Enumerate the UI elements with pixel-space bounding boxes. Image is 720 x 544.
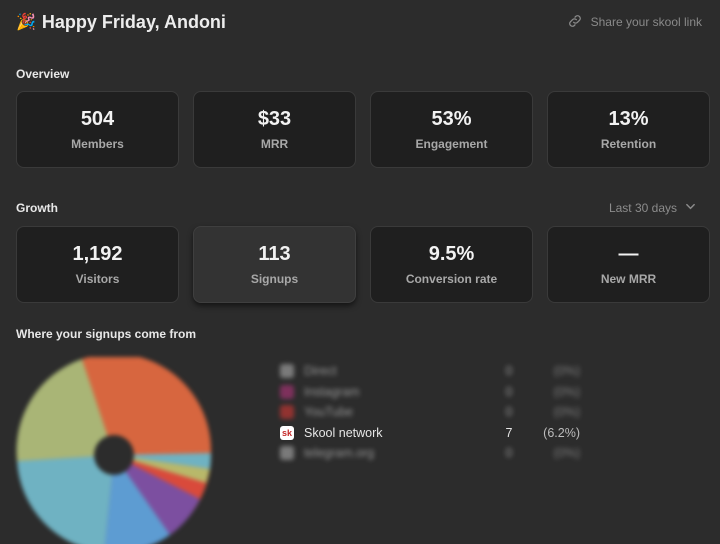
growth-cards: 1,192 Visitors 113 Signups 9.5% Conversi…	[16, 226, 710, 303]
greeting: 🎉 Happy Friday, Andoni	[16, 12, 226, 33]
visitors-card[interactable]: 1,192 Visitors	[16, 226, 179, 303]
visitors-value: 1,192	[72, 243, 123, 265]
source-count: 7	[505, 425, 513, 440]
source-percent: (0%)	[553, 364, 580, 379]
share-link-label: Share your skool link	[590, 15, 702, 29]
source-row-telegram: telegram.org 0 (0%)	[280, 443, 580, 464]
youtube-icon	[280, 405, 294, 420]
signup-sources-legend: Direct 0 (0%) Instagram 0 (0%) YouTube 0…	[280, 361, 580, 464]
pie-hole	[94, 435, 134, 475]
pie-slice	[114, 453, 212, 469]
source-percent: (0%)	[553, 405, 580, 420]
signups-source-title: Where your signups come from	[16, 327, 197, 341]
instagram-icon	[280, 384, 294, 399]
pie-slice	[17, 455, 114, 544]
source-name: Direct	[304, 364, 337, 379]
pie-slice	[114, 455, 210, 483]
signups-card[interactable]: 113 Signups	[193, 226, 356, 303]
source-count: 0	[505, 446, 513, 461]
conversion-rate-value: 9.5%	[428, 243, 475, 265]
conversion-rate-card[interactable]: 9.5% Conversion rate	[370, 226, 533, 303]
members-label: Members	[71, 137, 124, 151]
engagement-label: Engagement	[415, 137, 488, 151]
source-row-youtube: YouTube 0 (0%)	[280, 402, 580, 423]
members-card[interactable]: 504 Members	[16, 91, 179, 168]
header: 🎉 Happy Friday, Andoni Share your skool …	[16, 10, 702, 34]
retention-label: Retention	[600, 137, 657, 151]
date-range-label: Last 30 days	[608, 201, 677, 215]
overview-cards: 504 Members $33 MRR 53% Engagement 13% R…	[16, 91, 710, 168]
mrr-label: MRR	[260, 137, 289, 151]
party-popper-icon: 🎉	[16, 14, 36, 31]
overview-title: Overview	[16, 67, 70, 81]
source-row-direct: Direct 0 (0%)	[280, 361, 580, 382]
pie-slice	[82, 353, 212, 455]
share-link-button[interactable]: Share your skool link	[567, 13, 702, 32]
source-name: Skool network	[304, 425, 383, 440]
growth-title: Growth	[16, 201, 58, 215]
source-percent: (6.2%)	[543, 425, 580, 440]
new-mrr-label: New MRR	[600, 272, 657, 286]
direct-icon	[280, 364, 294, 379]
signups-value: 113	[258, 243, 291, 265]
link-icon	[567, 13, 583, 32]
greeting-text: Happy Friday, Andoni	[41, 11, 226, 32]
retention-value: 13%	[608, 108, 649, 130]
source-name: YouTube	[304, 405, 354, 420]
pie-slice	[114, 455, 206, 499]
members-value: 504	[80, 108, 115, 130]
pie-slice	[16, 359, 114, 461]
engagement-value: 53%	[431, 108, 472, 130]
source-row-skool-network: sk Skool network 7 (6.2%)	[280, 423, 580, 444]
skool-icon: sk	[280, 425, 294, 440]
chevron-down-icon	[685, 201, 696, 215]
source-name: Instagram	[304, 384, 360, 399]
source-row-instagram: Instagram 0 (0%)	[280, 382, 580, 403]
new-mrr-value: —	[618, 243, 639, 265]
mrr-value: $33	[257, 108, 292, 130]
retention-card[interactable]: 13% Retention	[547, 91, 710, 168]
new-mrr-card[interactable]: — New MRR	[547, 226, 710, 303]
pie-slice	[114, 455, 200, 535]
source-count: 0	[505, 405, 513, 420]
visitors-label: Visitors	[75, 272, 120, 286]
telegram-icon	[280, 446, 294, 461]
source-name: telegram.org	[304, 446, 375, 461]
pie-slice	[104, 455, 170, 544]
source-count: 0	[505, 384, 513, 399]
engagement-card[interactable]: 53% Engagement	[370, 91, 533, 168]
signup-sources-pie	[16, 353, 212, 544]
source-count: 0	[505, 364, 513, 379]
source-percent: (0%)	[553, 446, 580, 461]
source-percent: (0%)	[553, 384, 580, 399]
signups-label: Signups	[250, 272, 299, 286]
conversion-rate-label: Conversion rate	[405, 272, 498, 286]
date-range-dropdown[interactable]: Last 30 days	[609, 201, 696, 215]
mrr-card[interactable]: $33 MRR	[193, 91, 356, 168]
